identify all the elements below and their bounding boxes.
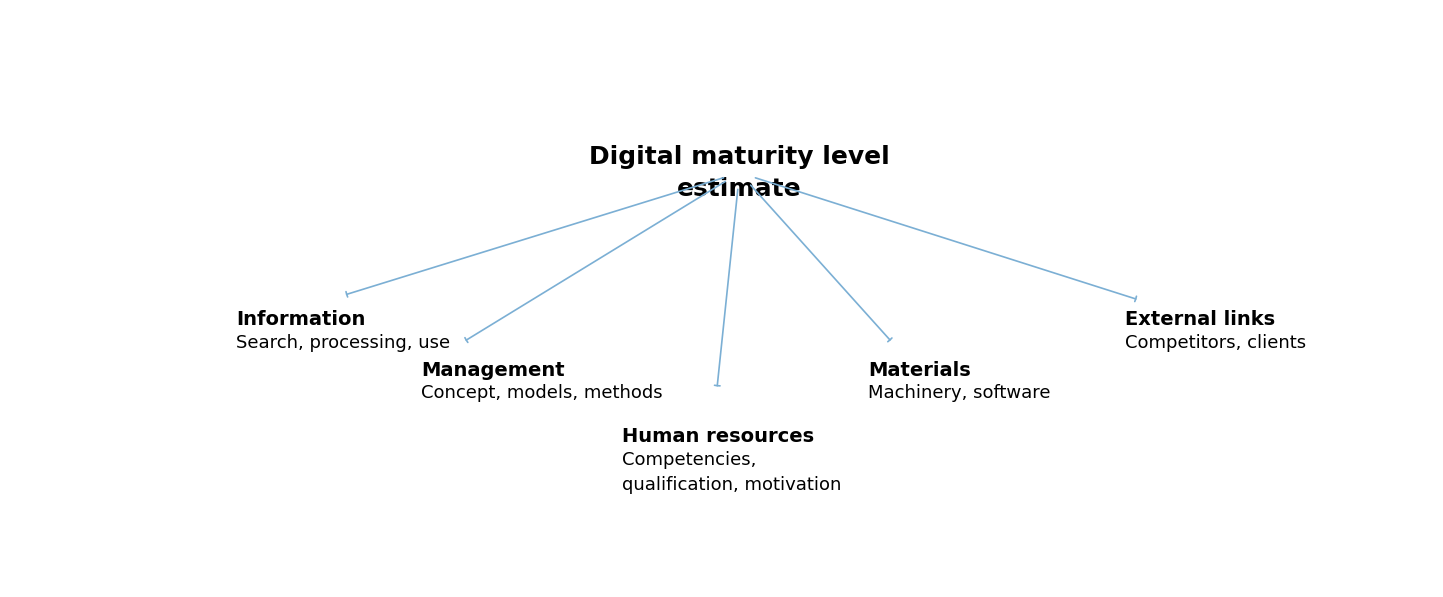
Text: External links: External links [1126, 310, 1276, 329]
Text: Information: Information [237, 310, 365, 329]
Text: Machinery, software: Machinery, software [869, 384, 1051, 402]
Text: Search, processing, use: Search, processing, use [237, 334, 450, 352]
Text: Digital maturity level
estimate: Digital maturity level estimate [589, 145, 890, 201]
Text: Competitors, clients: Competitors, clients [1126, 334, 1306, 352]
Text: Concept, models, methods: Concept, models, methods [421, 384, 662, 402]
Text: Human resources: Human resources [622, 427, 814, 447]
Text: Competencies,
qualification, motivation: Competencies, qualification, motivation [622, 451, 841, 494]
Text: Management: Management [421, 361, 564, 380]
Text: Materials: Materials [869, 361, 971, 380]
